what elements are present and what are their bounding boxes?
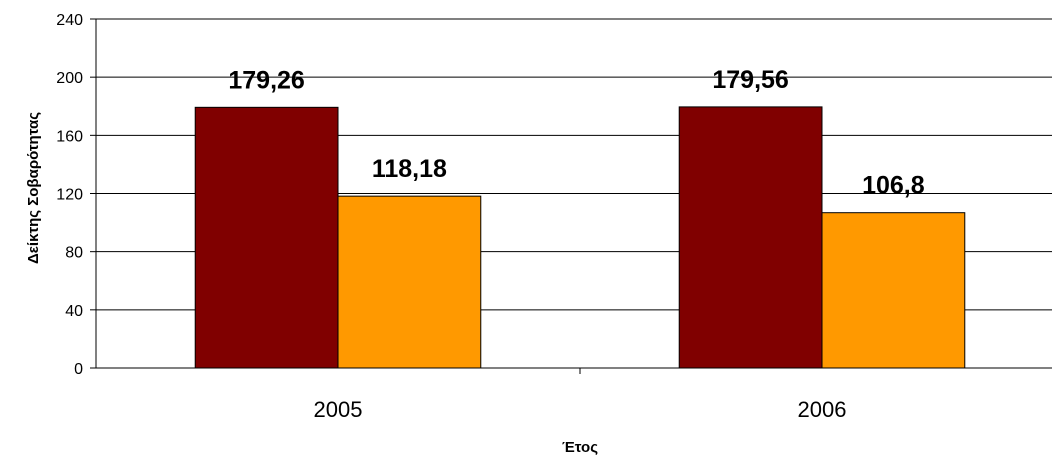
x-axis-title: Έτος [562, 439, 598, 455]
x-category-labels: 2005 2006 [314, 397, 847, 422]
y-tick-label: 160 [56, 128, 83, 145]
axes [90, 18, 1052, 374]
data-label: 179,56 [712, 66, 788, 94]
bar [821, 212, 966, 369]
y-tick-label: 240 [56, 12, 83, 29]
y-tick-label: 80 [65, 245, 83, 262]
y-tick-label: 120 [56, 187, 83, 204]
x-category-label: 2005 [314, 397, 363, 422]
data-labels: 179,26 118,18 179,56 106,8 [228, 66, 924, 200]
bars [194, 106, 966, 369]
y-tick-labels: 0 40 80 120 160 200 240 [56, 12, 83, 378]
y-tick-label: 40 [65, 303, 83, 320]
y-axis-title: Δείκτης Σοβαρότητας [25, 112, 42, 264]
bar [678, 106, 823, 369]
data-label: 118,18 [372, 155, 447, 183]
data-label: 106,8 [862, 172, 925, 200]
bar [194, 106, 339, 369]
bar [337, 195, 482, 369]
y-tick-label: 200 [56, 70, 83, 87]
x-category-label: 2006 [798, 397, 847, 422]
y-tick-label: 0 [74, 361, 83, 378]
data-label: 179,26 [228, 66, 304, 94]
